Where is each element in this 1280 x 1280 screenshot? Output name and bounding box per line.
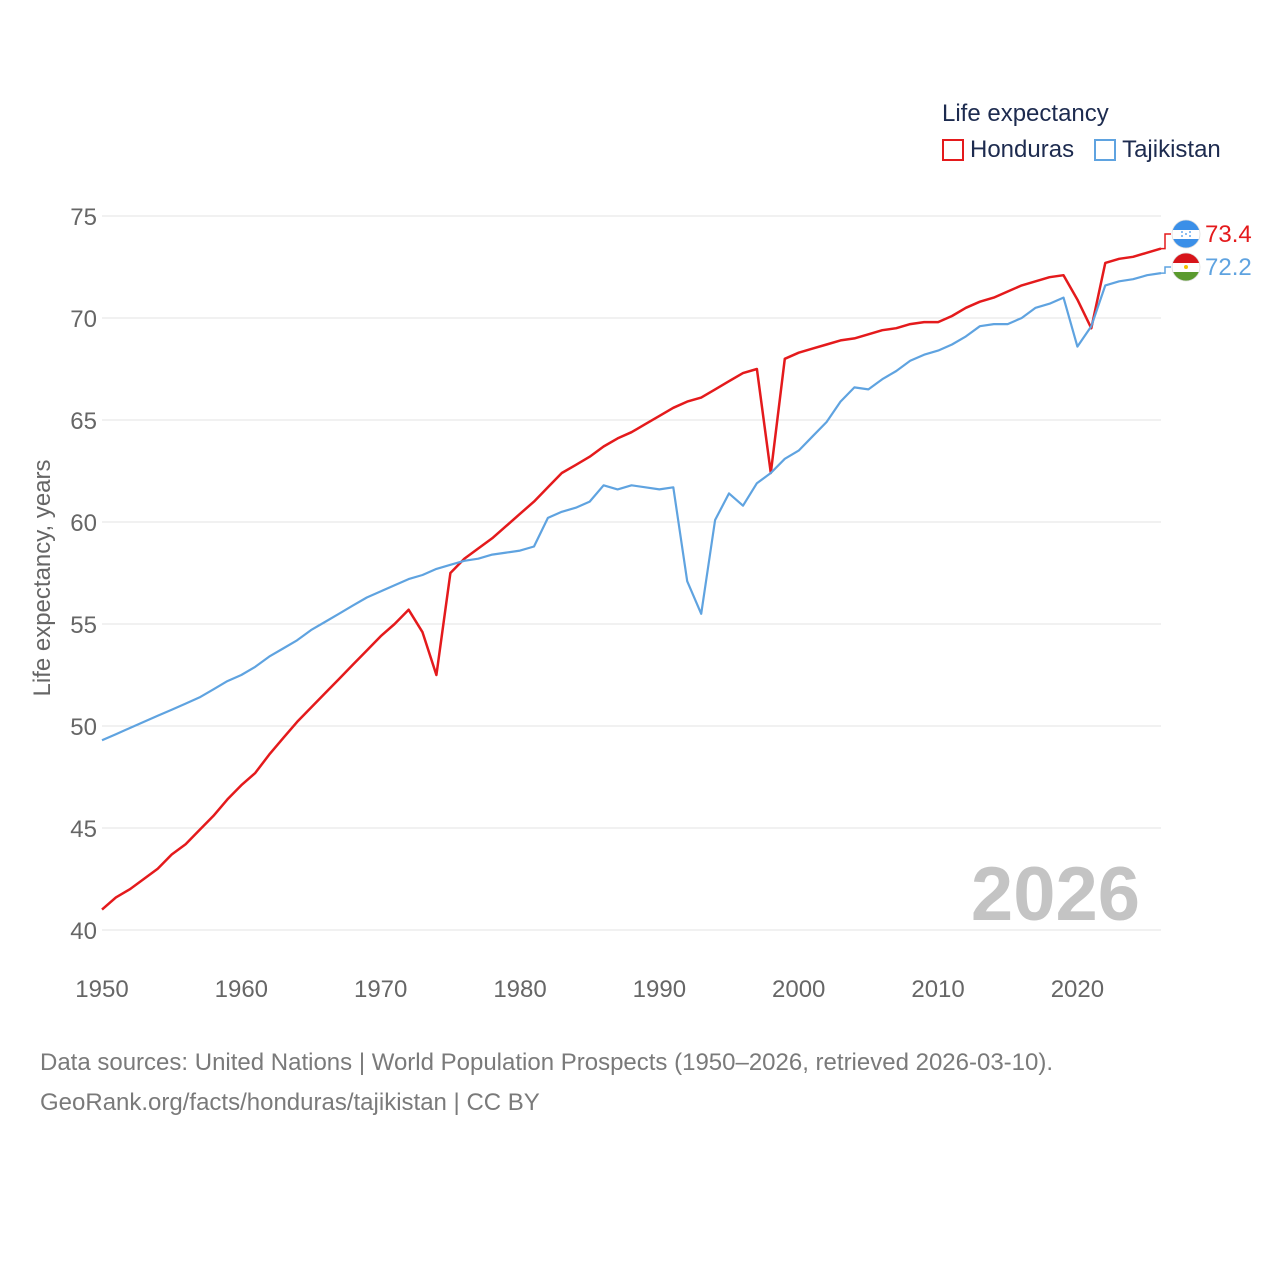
y-tick-label-50: 50 [70, 714, 97, 741]
end-label-honduras: 73.4 [1205, 221, 1252, 248]
legend-label-tajikistan: Tajikistan [1122, 136, 1221, 163]
gridlines [102, 215, 1161, 931]
source-note: Data sources: United Nations | World Pop… [40, 1043, 1053, 1123]
legend-swatch-tajikistan [1094, 139, 1117, 161]
legend-item-tajikistan[interactable]: Tajikistan [1094, 136, 1221, 164]
legend-swatch-honduras [942, 139, 964, 161]
legend: Life expectancy Honduras Tajikistan [942, 100, 1221, 164]
source-line-2[interactable]: GeoRank.org/facts/honduras/tajikistan | … [40, 1089, 540, 1116]
end-label-tajikistan: 72.2 [1205, 254, 1252, 281]
x-tick-label-2010: 2010 [911, 976, 964, 1003]
tajikistan-flag-icon [1171, 252, 1201, 282]
x-tick-label-1960: 1960 [215, 976, 268, 1003]
y-axis-ticks: 40 45 50 55 60 65 70 75 [70, 204, 97, 945]
source-line-1: Data sources: United Nations | World Pop… [40, 1049, 1054, 1076]
x-tick-label-1990: 1990 [633, 976, 686, 1003]
y-tick-label-65: 65 [70, 408, 97, 435]
legend-title: Life expectancy [942, 100, 1109, 127]
honduras-flag-icon [1171, 219, 1201, 249]
legend-item-honduras[interactable]: Honduras [942, 136, 1074, 164]
x-axis-ticks: 1950 1960 1970 1980 1990 2000 2010 2020 [75, 976, 1104, 1003]
series-lines [101, 247, 1162, 911]
x-tick-label-1950: 1950 [75, 976, 128, 1003]
end-connector-tajikistan [1161, 266, 1171, 274]
y-tick-label-40: 40 [70, 918, 97, 945]
legend-label-honduras: Honduras [970, 136, 1075, 163]
y-tick-label-75: 75 [70, 204, 97, 231]
series-line-honduras [101, 247, 1162, 911]
series-line-tajikistan [101, 272, 1162, 742]
x-tick-label-1980: 1980 [493, 976, 546, 1003]
x-tick-label-2020: 2020 [1051, 976, 1104, 1003]
y-tick-label-60: 60 [70, 510, 97, 537]
x-tick-label-2000: 2000 [772, 976, 825, 1003]
y-tick-label-55: 55 [70, 612, 97, 639]
y-tick-label-70: 70 [70, 306, 97, 333]
line-chart: 40 45 50 55 60 65 70 75 1950 1960 1970 1980 1990 200… [29, 204, 1252, 1003]
series-end-markers: 73.4 72.2 [1161, 219, 1252, 282]
x-tick-label-1970: 1970 [354, 976, 407, 1003]
y-tick-label-45: 45 [70, 816, 97, 843]
y-axis-label: Life expectancy, years [29, 459, 56, 696]
year-watermark: 2026 [971, 852, 1140, 937]
end-connector-honduras [1161, 233, 1171, 250]
